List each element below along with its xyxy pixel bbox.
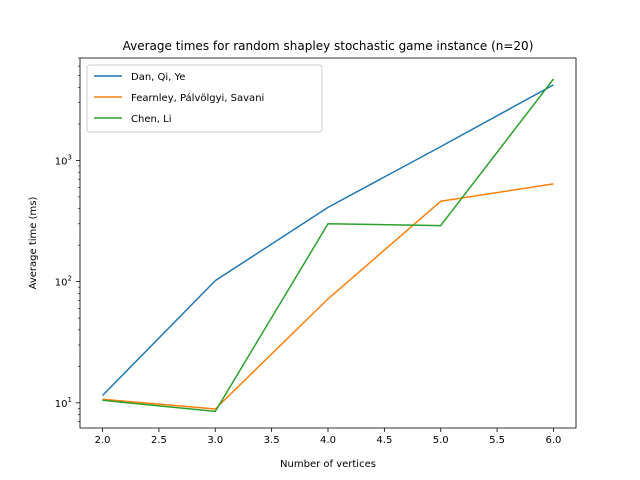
x-tick-label: 4.0 (320, 435, 336, 446)
legend: Dan, Qi, Ye Fearnley, Pálvölgyi, Savani Ch… (86, 64, 323, 133)
legend-label: Fearnley, Pálvölgyi, Savani (131, 92, 264, 104)
series-layer (101, 78, 555, 413)
x-axis: 2.0 2.5 3.0 3.5 4.0 4.5 5.0 5.5 6.0 (95, 428, 562, 446)
x-tick-label: 6.0 (546, 435, 562, 446)
series-line-1 (101, 84, 554, 397)
x-tick-label: 3.5 (264, 435, 280, 446)
x-tick-label: 3.0 (207, 435, 223, 446)
x-tick-label: 4.5 (376, 435, 392, 446)
series-line-3 (102, 78, 555, 413)
legend-box (86, 64, 323, 133)
y-axis-title: Average time (ms) (28, 197, 39, 290)
x-tick-label: 5.5 (489, 435, 505, 446)
plot-area (101, 78, 555, 413)
x-tick-label: 2.0 (95, 435, 111, 446)
y-tick-label: 102 (55, 275, 72, 289)
y-axis: 101 102 103 (55, 57, 80, 422)
chart-title: Average times for random shapley stochas… (123, 39, 534, 53)
series-line-2 (102, 183, 554, 410)
legend-label: Chen, Li (131, 114, 172, 125)
x-tick-label: 2.5 (151, 435, 167, 446)
legend-label: Dan, Qi, Ye (131, 72, 185, 83)
x-tick-label: 5.0 (433, 435, 449, 446)
y-tick-label: 103 (55, 153, 72, 167)
y-tick-label: 101 (55, 396, 72, 410)
x-axis-title: Number of vertices (280, 459, 376, 470)
